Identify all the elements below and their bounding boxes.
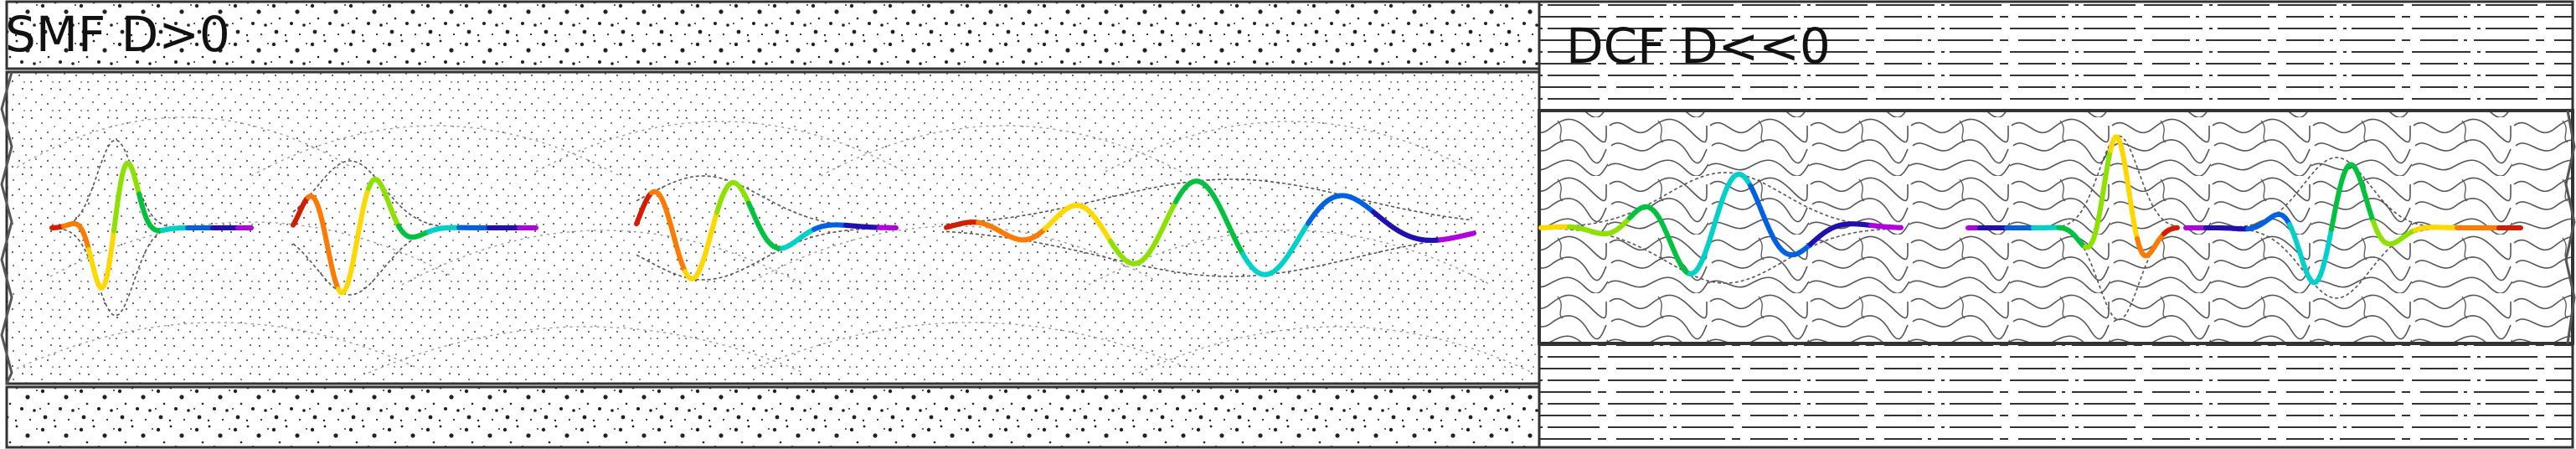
smf-label: SMF D>0 bbox=[5, 10, 230, 59]
smf-top-cladding bbox=[7, 2, 1539, 69]
dcf-label: DCF D<<0 bbox=[1566, 22, 1831, 70]
pulse-4-carrier-segment bbox=[1472, 233, 1474, 234]
smf-bottom-cladding bbox=[7, 387, 1539, 447]
dcf-bottom-cladding bbox=[1539, 343, 2573, 447]
